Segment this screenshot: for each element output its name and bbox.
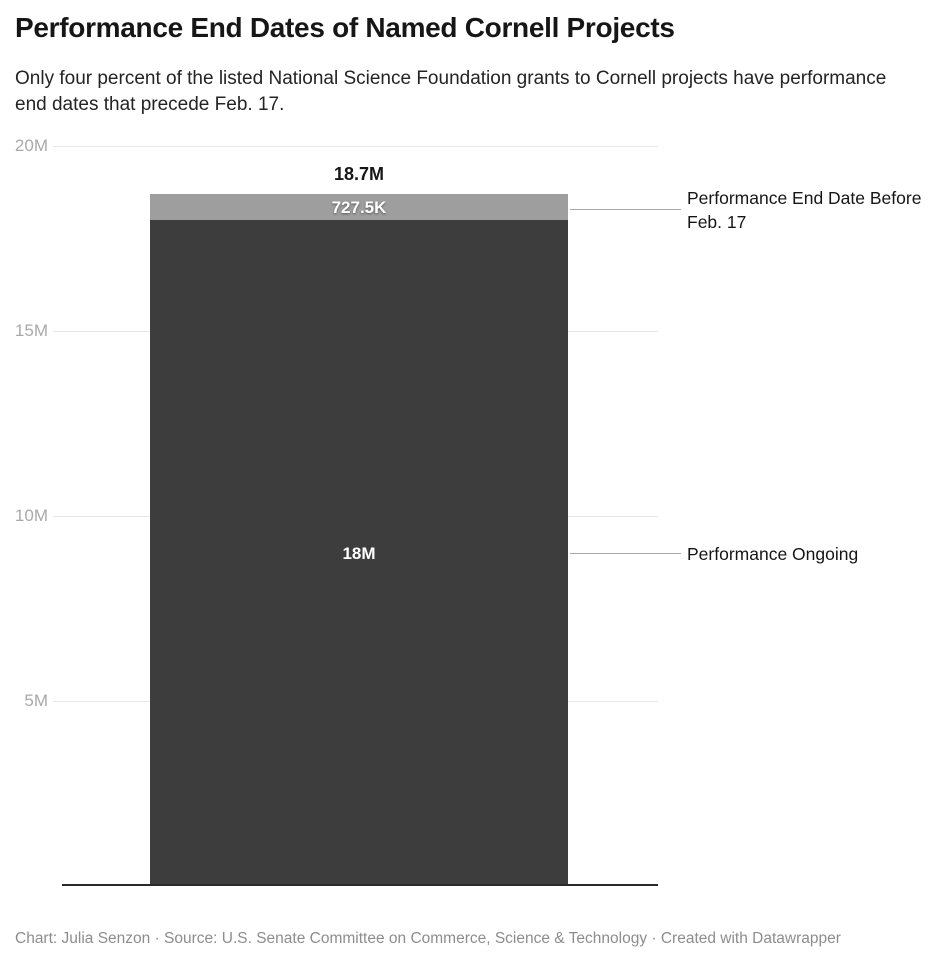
bar-total-value-label: 18.7M [333,164,385,184]
x-axis-baseline [62,884,658,886]
segment-value-label-ongoing: 18M [342,544,376,563]
annotation-connector-ongoing [570,553,681,554]
y-tick-label-5m: 5M [24,691,48,710]
segment-value-label-before-feb17: 727.5K [331,198,387,217]
chart-subtitle: Only four percent of the listed National… [15,68,887,115]
y-tick-label-10m: 10M [14,506,48,525]
page-title: Performance End Dates of Named Cornell P… [15,12,675,43]
y-tick-label-15m: 15M [14,321,48,340]
bar-segment-end-before-feb17 [150,194,568,220]
y-gridline-20m [53,146,658,147]
bar-segment-ongoing [150,220,568,886]
annotation-label-ongoing: Performance Ongoing [687,544,859,564]
annotation-connector-before-feb17 [570,209,681,210]
annotation-label-before-feb17: Performance End Date Before Feb. 17 [687,188,922,232]
footer-credit: Chart: Julia Senzon · Source: U.S. Senat… [15,930,841,947]
y-tick-label-20m: 20M [14,136,48,155]
